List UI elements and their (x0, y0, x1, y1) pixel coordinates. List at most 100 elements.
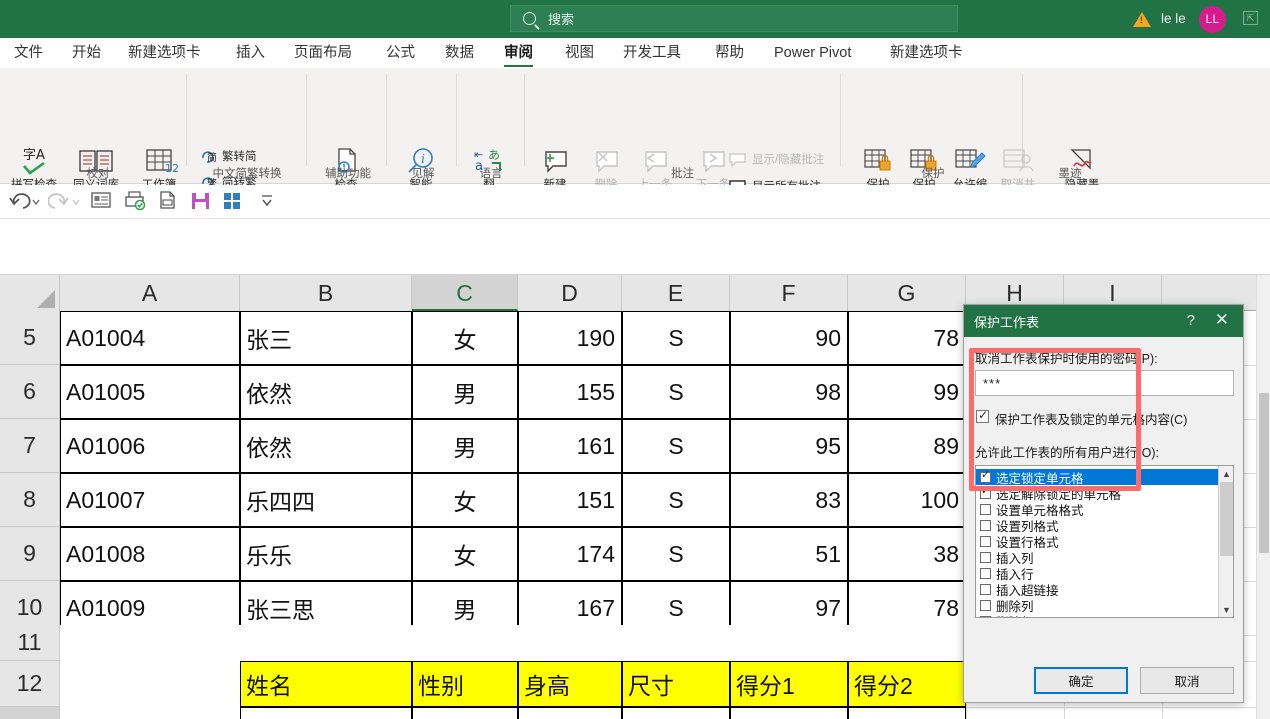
user-name[interactable]: le le (1161, 11, 1186, 26)
listbox-scrollbar[interactable]: ▲ ▼ (1218, 466, 1233, 617)
cell-G13[interactable]: 78 (848, 707, 966, 719)
permission-item-5[interactable]: 插入列 (976, 549, 1219, 566)
ribbon-tab-10[interactable]: 帮助 (715, 45, 744, 61)
ribbon-tab-7[interactable]: 审阅 (495, 38, 542, 68)
permission-item-7[interactable]: 插入超链接 (976, 581, 1219, 598)
grid-tools-button[interactable] (222, 190, 243, 216)
permission-checkbox-3[interactable] (980, 519, 991, 531)
cell-G9[interactable]: 38 (848, 527, 966, 581)
warning-triangle-icon[interactable] (1133, 12, 1151, 27)
cell-A13[interactable] (60, 707, 240, 719)
listbox-scrollbar-thumb[interactable] (1220, 482, 1233, 556)
cell-D11[interactable] (518, 625, 622, 661)
permission-item-6[interactable]: 插入行 (976, 565, 1219, 582)
cell-D13[interactable]: 190 (518, 707, 622, 719)
permission-checkbox-0[interactable] (980, 469, 991, 483)
help-question-icon[interactable]: ? (1186, 312, 1195, 329)
cell-C8[interactable]: 女 (412, 473, 518, 527)
protect-sheet-checkbox[interactable] (976, 408, 989, 423)
chevron-down-icon[interactable]: ▼ (1222, 604, 1231, 615)
cell-D5[interactable]: 190 (518, 311, 622, 365)
cell-B7[interactable]: 依然 (240, 419, 412, 473)
column-header-C[interactable]: C (412, 275, 518, 311)
permission-checkbox-8[interactable] (980, 599, 991, 611)
column-header-A[interactable]: A (60, 275, 240, 311)
cell-F6[interactable]: 98 (730, 365, 848, 419)
cell-E12[interactable]: 尺寸 (622, 661, 730, 707)
ribbon-tab-9[interactable]: 开发工具 (623, 45, 681, 61)
cell-G8[interactable]: 100 (848, 473, 966, 527)
customize-qat-button[interactable] (258, 190, 276, 215)
cancel-button[interactable]: 取消 (1140, 667, 1234, 694)
cell-D8[interactable]: 151 (518, 473, 622, 527)
cell-D6[interactable]: 155 (518, 365, 622, 419)
cell-G11[interactable] (848, 625, 966, 661)
protect-sheet-checkbox-label[interactable]: 保护工作表及锁定的单元格内容(C) (995, 413, 1188, 427)
column-header-E[interactable]: E (622, 275, 730, 311)
permission-item-1[interactable]: 选定解除锁定的单元格 (976, 485, 1219, 502)
chevron-up-icon[interactable]: ▲ (1222, 468, 1231, 479)
column-header-G[interactable]: G (848, 275, 966, 311)
permission-item-0[interactable]: 选定锁定单元格 (976, 469, 1219, 486)
cell-C11[interactable] (412, 625, 518, 661)
permission-checkbox-9[interactable] (980, 615, 991, 617)
vertical-scrollbar[interactable] (1256, 275, 1270, 719)
row-header-8[interactable]: 8 (0, 473, 60, 527)
cell-B8[interactable]: 乐四四 (240, 473, 412, 527)
permission-checkbox-6[interactable] (980, 567, 991, 579)
row-header-11[interactable]: 11 (0, 625, 60, 661)
password-input[interactable]: *** (975, 370, 1234, 396)
column-header-F[interactable]: F (730, 275, 848, 311)
cell-A9[interactable]: A01008 (60, 527, 240, 581)
restore-window-icon[interactable]: ⇱ (1243, 11, 1258, 25)
row-header-7[interactable]: 7 (0, 419, 60, 473)
cell-A5[interactable]: A01004 (60, 311, 240, 365)
cell-B5[interactable]: 张三 (240, 311, 412, 365)
cell-C12[interactable]: 性别 (412, 661, 518, 707)
cell-D7[interactable]: 161 (518, 419, 622, 473)
print-preview-button[interactable] (157, 190, 179, 216)
cell-A8[interactable]: A01007 (60, 473, 240, 527)
cell-F12[interactable]: 得分1 (730, 661, 848, 707)
cell-D12[interactable]: 身高 (518, 661, 622, 707)
row-header-5[interactable]: 5 (0, 311, 60, 365)
cell-E11[interactable] (622, 625, 730, 661)
row-header-12[interactable]: 12 (0, 661, 60, 707)
ribbon-tab-4[interactable]: 页面布局 (294, 45, 352, 61)
cell-F8[interactable]: 83 (730, 473, 848, 527)
ribbon-tab-6[interactable]: 数据 (445, 45, 474, 61)
cell-A11[interactable] (60, 625, 240, 661)
cell-G7[interactable]: 89 (848, 419, 966, 473)
ribbon-tab-8[interactable]: 视图 (565, 45, 594, 61)
cell-F5[interactable]: 90 (730, 311, 848, 365)
permission-item-9[interactable]: 删除行 (976, 613, 1219, 617)
permission-item-8[interactable]: 删除列 (976, 597, 1219, 614)
permissions-listbox[interactable]: 选定锁定单元格选定解除锁定的单元格设置单元格格式设置列格式设置行格式插入列插入行… (975, 465, 1234, 618)
cell-C9[interactable]: 女 (412, 527, 518, 581)
cell-B11[interactable] (240, 625, 412, 661)
cell-F11[interactable] (730, 625, 848, 661)
cell-B13[interactable]: 张三 (240, 707, 412, 719)
row-header-9[interactable]: 9 (0, 527, 60, 581)
cell-A7[interactable]: A01006 (60, 419, 240, 473)
ok-button[interactable]: 确定 (1034, 667, 1128, 694)
permission-item-2[interactable]: 设置单元格格式 (976, 501, 1219, 518)
cell-G12[interactable]: 得分2 (848, 661, 966, 707)
ribbon-tab-0[interactable]: 文件 (14, 45, 43, 61)
ribbon-tab-3[interactable]: 插入 (236, 45, 265, 61)
search-input[interactable]: 搜索 (510, 5, 958, 32)
permission-item-3[interactable]: 设置列格式 (976, 517, 1219, 534)
row-header-6[interactable]: 6 (0, 365, 60, 419)
trad-to-simp-button[interactable]: 简 繁转简 (200, 148, 257, 164)
avatar[interactable]: LL (1199, 6, 1226, 33)
cell-C5[interactable]: 女 (412, 311, 518, 365)
cell-E9[interactable]: S (622, 527, 730, 581)
redo-button[interactable] (47, 190, 82, 217)
cell-C13[interactable]: 女 (412, 707, 518, 719)
cell-B6[interactable]: 依然 (240, 365, 412, 419)
cell-G6[interactable]: 99 (848, 365, 966, 419)
permission-checkbox-1[interactable] (980, 485, 991, 499)
cell-B9[interactable]: 乐乐 (240, 527, 412, 581)
vertical-scrollbar-thumb[interactable] (1259, 393, 1269, 553)
undo-button[interactable] (8, 190, 42, 217)
